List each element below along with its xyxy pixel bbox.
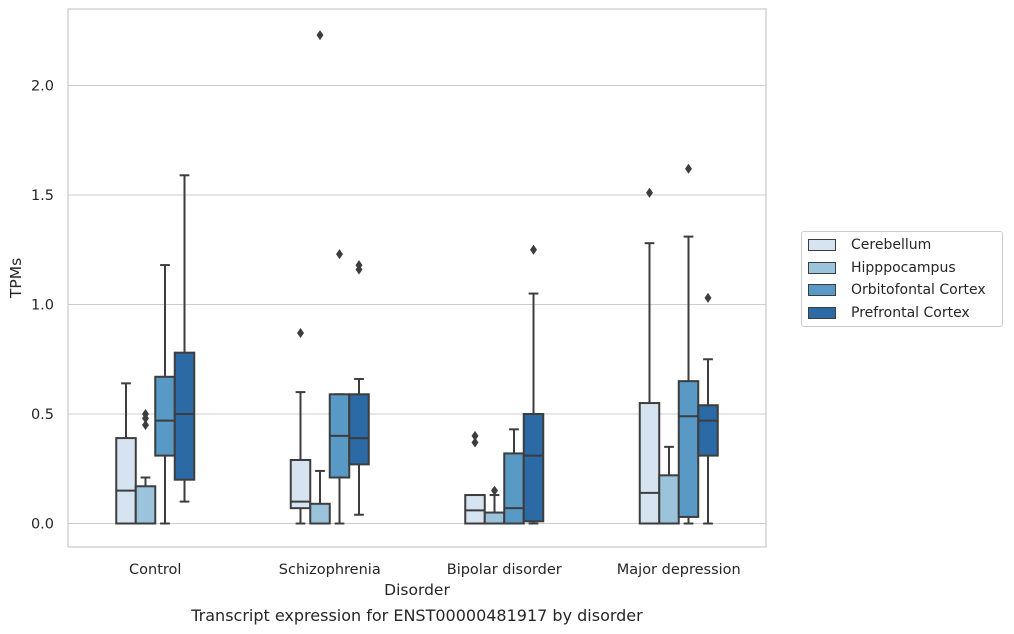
box	[503, 452, 525, 525]
box	[309, 502, 331, 525]
box	[134, 485, 157, 525]
legend-swatch-prefrontal	[808, 307, 836, 319]
outlier-point	[491, 485, 498, 496]
legend-item-prefrontal: Prefrontal Cortex	[808, 303, 970, 323]
box	[522, 413, 545, 523]
y-tick-label: 0.5	[31, 407, 54, 423]
y-axis-label: TPMs	[7, 258, 25, 299]
box	[115, 437, 137, 525]
outlier-point	[316, 30, 324, 41]
x-tick-label: Bipolar disorder	[447, 562, 562, 578]
legend-swatch-hippocampus	[808, 262, 836, 274]
outlier-point	[297, 327, 304, 338]
box	[697, 404, 719, 457]
box	[638, 402, 661, 525]
box	[173, 351, 196, 481]
x-tick-label: Schizophrenia	[279, 562, 381, 578]
y-tick-label: 1.0	[31, 298, 54, 314]
legend-swatch-cerebellum	[808, 239, 836, 251]
box	[154, 375, 176, 457]
y-tick-label: 2.0	[31, 79, 54, 95]
outlier-point	[355, 260, 363, 271]
box	[658, 474, 680, 525]
outlier-point	[704, 292, 712, 303]
legend-label-hippocampus: Hipppocampus	[851, 260, 956, 276]
outlier-point	[646, 187, 653, 198]
plot-area	[68, 9, 766, 547]
x-axis-label: Disorder	[384, 581, 450, 599]
box	[289, 458, 312, 510]
x-tick-label: Major depression	[617, 562, 741, 578]
legend-item-hippocampus: Hipppocampus	[808, 258, 956, 278]
legend-label-prefrontal: Prefrontal Cortex	[851, 305, 970, 321]
box	[483, 511, 506, 525]
legend-swatch-orbitofrontal	[808, 284, 836, 296]
box	[348, 393, 370, 466]
box	[464, 494, 486, 525]
y-tick-label: 1.5	[31, 188, 54, 204]
legend-item-cerebellum: Cerebellum	[808, 235, 931, 255]
outlier-point	[142, 419, 149, 430]
legend-label-cerebellum: Cerebellum	[851, 237, 932, 253]
outlier-point	[336, 249, 343, 260]
plot-frame	[67, 8, 767, 548]
y-tick-label: 0.0	[31, 517, 54, 533]
legend: Cerebellum Hipppocampus Orbitofontal Cor…	[801, 231, 1003, 327]
x-tick-label: Control	[129, 562, 181, 578]
figure-caption: Transcript expression for ENST0000048191…	[191, 606, 643, 625]
outlier-point	[471, 437, 479, 448]
outlier-point	[142, 409, 149, 419]
box	[677, 380, 700, 518]
legend-label-orbitofrontal: Orbitofontal Cortex	[851, 282, 986, 298]
outlier-point	[530, 244, 537, 255]
outlier-point	[685, 163, 692, 174]
outlier-point	[471, 430, 479, 441]
legend-item-orbitofrontal: Orbitofontal Cortex	[808, 280, 986, 300]
